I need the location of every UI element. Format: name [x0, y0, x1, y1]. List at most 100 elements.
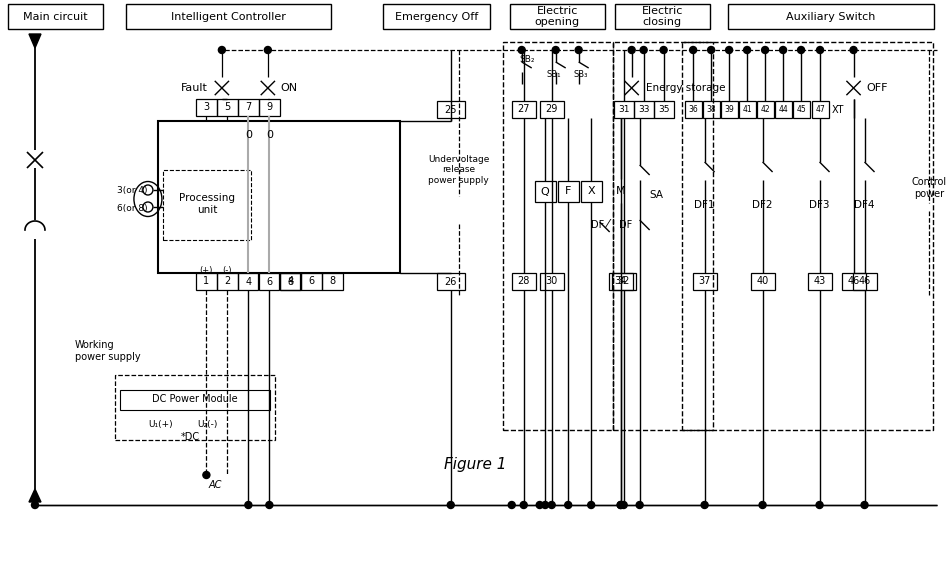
- Text: 30: 30: [545, 277, 558, 287]
- Bar: [535, 181, 556, 202]
- Text: U₁(+): U₁(+): [148, 420, 172, 430]
- Text: 25: 25: [445, 105, 457, 115]
- Bar: [503, 42, 613, 430]
- Text: 43: 43: [813, 277, 825, 287]
- Bar: [721, 101, 738, 118]
- Text: DC Power Module: DC Power Module: [152, 394, 238, 404]
- Bar: [613, 42, 713, 430]
- Text: 28: 28: [518, 277, 530, 287]
- Text: Emergency Off: Emergency Off: [395, 12, 478, 21]
- Text: DF: DF: [591, 220, 605, 230]
- Circle shape: [536, 502, 544, 509]
- Text: 27: 27: [518, 104, 530, 114]
- Text: 32: 32: [618, 277, 630, 287]
- Circle shape: [861, 502, 868, 509]
- Bar: [558, 181, 579, 202]
- Text: XT: XT: [831, 105, 843, 115]
- Bar: [739, 101, 756, 118]
- Bar: [196, 99, 217, 116]
- Text: 4: 4: [246, 277, 251, 287]
- Text: 5: 5: [225, 103, 230, 113]
- Circle shape: [575, 46, 583, 53]
- Text: 8: 8: [288, 277, 293, 287]
- Text: 36: 36: [688, 105, 698, 114]
- Circle shape: [628, 46, 635, 53]
- Circle shape: [542, 502, 548, 509]
- Text: 38: 38: [706, 105, 716, 114]
- Text: Electric
closing: Electric closing: [642, 6, 683, 27]
- Bar: [259, 99, 280, 116]
- Bar: [437, 273, 465, 290]
- Bar: [608, 273, 633, 290]
- Bar: [775, 101, 791, 118]
- Text: 0: 0: [266, 130, 273, 140]
- Bar: [238, 99, 259, 116]
- Circle shape: [552, 46, 559, 53]
- Text: 4: 4: [288, 277, 293, 287]
- Bar: [280, 273, 301, 290]
- Bar: [512, 273, 536, 290]
- Text: 47: 47: [815, 105, 825, 114]
- Bar: [8, 4, 103, 29]
- Bar: [259, 273, 279, 290]
- Bar: [437, 101, 465, 118]
- Text: 26: 26: [445, 277, 457, 287]
- Text: 6: 6: [308, 277, 314, 287]
- Bar: [238, 273, 258, 290]
- Text: Fault: Fault: [181, 83, 208, 93]
- Text: (+): (+): [200, 266, 213, 274]
- Text: SA: SA: [649, 190, 664, 200]
- Text: ON: ON: [281, 83, 298, 93]
- Text: 29: 29: [545, 104, 558, 114]
- Text: Undervoltage
release
power supply: Undervoltage release power supply: [428, 155, 489, 185]
- Text: (-): (-): [223, 266, 232, 274]
- Bar: [750, 273, 775, 290]
- Bar: [842, 273, 865, 290]
- Text: 44: 44: [778, 105, 788, 114]
- Text: 6(or 8): 6(or 8): [117, 204, 148, 212]
- Bar: [280, 273, 300, 290]
- Circle shape: [245, 502, 252, 509]
- Text: Processing
unit: Processing unit: [179, 193, 235, 215]
- Bar: [757, 101, 774, 118]
- Text: 1: 1: [204, 277, 209, 287]
- Circle shape: [266, 502, 273, 509]
- Text: 41: 41: [743, 105, 752, 114]
- Bar: [853, 273, 877, 290]
- Text: DF3: DF3: [809, 200, 830, 210]
- Bar: [512, 101, 536, 118]
- Text: SB₂: SB₂: [520, 55, 535, 64]
- Circle shape: [620, 502, 627, 509]
- Circle shape: [817, 46, 823, 53]
- Text: 34: 34: [615, 277, 626, 287]
- Text: U₂(-): U₂(-): [197, 420, 218, 430]
- Circle shape: [31, 502, 38, 509]
- Text: 0: 0: [245, 130, 252, 140]
- Text: ⁄: ⁄: [606, 219, 608, 231]
- Text: 31: 31: [618, 105, 629, 114]
- Circle shape: [744, 46, 750, 53]
- Bar: [612, 273, 636, 290]
- Bar: [811, 101, 828, 118]
- Bar: [682, 42, 934, 430]
- Bar: [793, 101, 809, 118]
- Circle shape: [265, 46, 271, 53]
- Bar: [126, 4, 331, 29]
- Text: 42: 42: [761, 105, 770, 114]
- Circle shape: [759, 502, 766, 509]
- Text: OFF: OFF: [866, 83, 888, 93]
- Text: *DC: *DC: [180, 432, 200, 442]
- Circle shape: [798, 46, 804, 53]
- Bar: [217, 99, 238, 116]
- Text: Electric
opening: Electric opening: [535, 6, 580, 27]
- Text: AC: AC: [208, 480, 222, 490]
- Circle shape: [707, 46, 715, 53]
- Circle shape: [816, 502, 823, 509]
- Text: 9: 9: [267, 103, 272, 113]
- Text: Main circuit: Main circuit: [23, 12, 88, 21]
- Circle shape: [640, 46, 647, 53]
- Circle shape: [565, 502, 572, 509]
- Circle shape: [762, 46, 768, 53]
- Text: 33: 33: [638, 105, 649, 114]
- Bar: [807, 273, 831, 290]
